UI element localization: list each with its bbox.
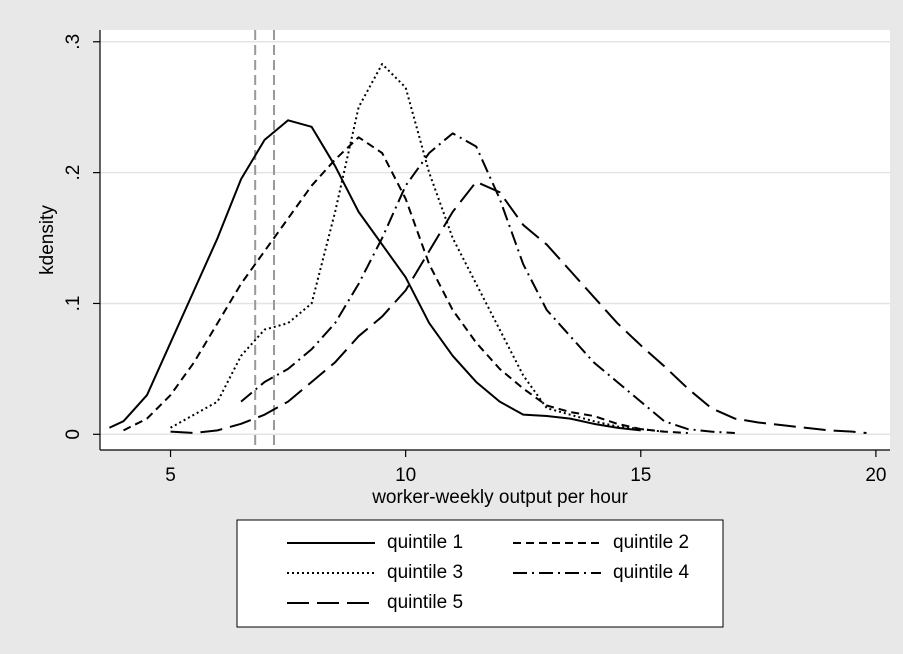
series-line [170, 180, 867, 434]
legend-label: quintile 4 [613, 562, 689, 583]
y-tick-label: .1 [63, 296, 84, 312]
legend-label: quintile 5 [387, 592, 463, 613]
x-tick-label: 15 [630, 465, 651, 486]
series-line [123, 136, 688, 434]
y-axis-label: kdensity [37, 205, 58, 275]
legend-label: quintile 1 [387, 532, 463, 553]
x-tick-label: 5 [165, 465, 176, 486]
y-tick-label: .3 [63, 34, 84, 50]
series-line [240, 132, 735, 434]
legend-label: quintile 3 [387, 562, 463, 583]
y-tick-label: .2 [63, 165, 84, 181]
y-tick-label: 0 [63, 429, 84, 440]
x-tick-label: 20 [865, 465, 886, 486]
x-tick-label: 10 [395, 465, 416, 486]
plot-area [100, 30, 890, 450]
legend-label: quintile 2 [613, 532, 689, 553]
series-line [108, 119, 641, 432]
x-axis-label: worker-weekly output per hour [371, 487, 628, 508]
